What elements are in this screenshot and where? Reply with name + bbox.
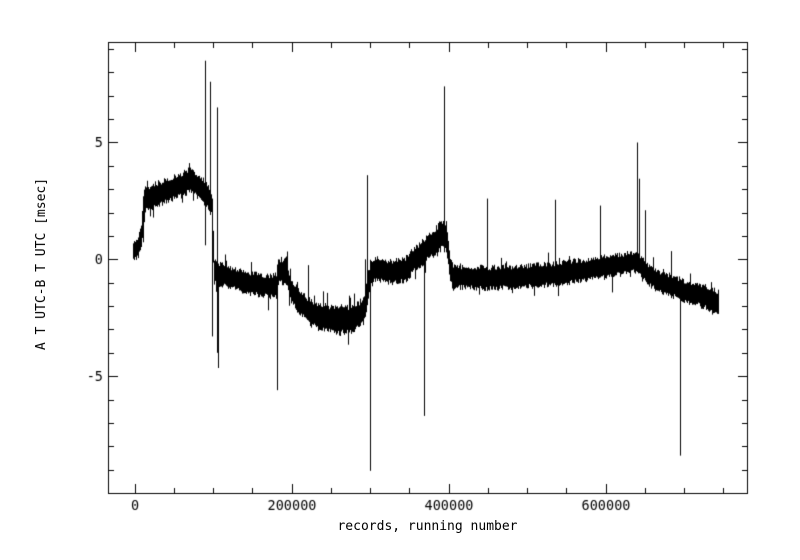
y-axis-label: A T UTC-B T UTC [msec]: [34, 177, 49, 351]
x-axis-label: records, running number: [337, 519, 518, 534]
